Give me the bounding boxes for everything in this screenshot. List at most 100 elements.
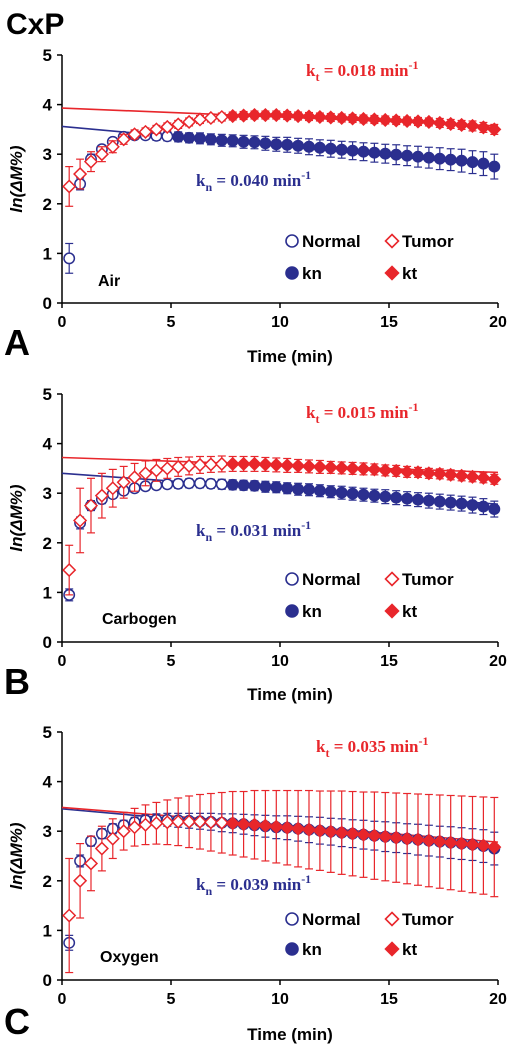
normal-point: [412, 150, 424, 163]
normal-point: [488, 160, 501, 173]
tumor-point: [171, 814, 186, 829]
normal-point: [466, 499, 479, 512]
tumor-point: [236, 817, 251, 832]
tumor-point: [301, 459, 317, 474]
figure-title: CxP: [6, 8, 64, 41]
normal-point: [248, 479, 261, 492]
legend-marker: [285, 266, 299, 280]
tumor-point: [247, 817, 262, 832]
legend-marker: [285, 604, 299, 618]
legend-label: Normal: [302, 232, 361, 251]
tumor-point: [83, 154, 99, 169]
normal-point: [204, 133, 217, 146]
normal-point: [346, 144, 359, 157]
tumor-point: [312, 109, 327, 125]
y-tick-label: 4: [43, 773, 53, 792]
tumor-point: [334, 825, 349, 840]
kt-rate-label: kt = 0.018 min-1: [306, 58, 419, 84]
normal-point: [194, 132, 206, 145]
normal-point: [357, 488, 370, 501]
tumor-point: [203, 457, 218, 472]
tumor-point: [247, 456, 262, 471]
legend-label: kt: [402, 264, 417, 283]
tumor-point: [225, 456, 240, 471]
normal-point: [281, 138, 294, 151]
tumor-point: [127, 127, 142, 142]
tumor-point: [236, 108, 251, 123]
tumor-point: [116, 475, 131, 490]
tumor-point: [203, 815, 218, 830]
tumor-point: [192, 814, 208, 829]
tumor-point: [487, 122, 502, 137]
normal-point: [313, 484, 326, 497]
x-tick-label: 15: [380, 991, 398, 1008]
normal-point: [172, 477, 185, 490]
y-axis-label: ln(ΔM%): [7, 484, 26, 551]
normal-point: [194, 477, 206, 490]
chart-panel-c: 0 1 2 3 4 5 0 5 10 15 20 Time (min) ln(ΔM%) Ckt = 0.0…: [4, 723, 507, 1044]
normal-point: [412, 493, 424, 506]
normal-point: [357, 145, 370, 158]
kt-rate-label: kt = 0.035 min-1: [316, 734, 429, 760]
tumor-point: [400, 113, 415, 129]
x-axis-label: Time (min): [247, 685, 333, 704]
x-tick-label: 20: [489, 991, 507, 1008]
normal-point: [433, 495, 446, 508]
y-tick-label: 0: [43, 633, 52, 652]
tumor-point: [214, 456, 229, 471]
tumor-point: [105, 481, 120, 496]
normal-point: [313, 141, 326, 154]
x-tick-label: 5: [167, 314, 176, 331]
panel-letter: C: [4, 1001, 30, 1042]
tumor-point: [400, 831, 415, 846]
tumor-point: [410, 465, 426, 480]
tumor-point: [367, 828, 382, 843]
normal-point: [183, 477, 196, 490]
tumor-point: [389, 463, 404, 478]
normal-point: [270, 138, 283, 151]
tumor-point: [400, 464, 415, 479]
x-tick-label: 5: [167, 991, 176, 1008]
tumor-point: [171, 459, 186, 474]
tumor-point: [105, 139, 120, 154]
tumor-point: [149, 463, 164, 478]
legend-marker: [384, 941, 400, 957]
tumor-point: [291, 108, 306, 124]
y-axis-label: ln(ΔM%): [7, 145, 26, 212]
tumor-point: [410, 832, 426, 847]
tumor-point: [432, 466, 447, 481]
legend-marker: [285, 234, 299, 248]
normal-point: [379, 490, 392, 503]
tumor-point: [465, 118, 480, 133]
kt-rate-label: kt = 0.015 min-1: [306, 400, 419, 426]
tumor-point: [454, 117, 469, 132]
y-tick-label: 2: [43, 195, 52, 214]
tumor-point: [345, 826, 360, 841]
normal-point: [161, 478, 174, 491]
normal-point: [281, 482, 294, 495]
normal-point: [444, 153, 457, 166]
y-tick-label: 3: [43, 484, 52, 503]
y-tick-label: 5: [43, 723, 52, 742]
normal-point: [292, 139, 305, 152]
y-tick-label: 0: [43, 294, 52, 313]
tumor-point: [182, 458, 197, 473]
x-tick-label: 0: [58, 991, 67, 1008]
tumor-point: [280, 458, 295, 473]
tumor-point: [443, 116, 458, 132]
tumor-point: [192, 457, 208, 472]
condition-label: Oxygen: [100, 949, 159, 966]
normal-point: [455, 154, 468, 167]
tumor-point: [291, 458, 306, 473]
tumor-point: [192, 112, 208, 127]
normal-point: [379, 147, 392, 160]
chart-panel-a: 0 1 2 3 4 5 0 5 10 15 20 Time (min) ln(ΔM%) Akt = 0.0…: [4, 46, 507, 366]
normal-point: [335, 486, 348, 499]
panel-letter: A: [4, 322, 30, 363]
x-tick-label: 15: [380, 653, 398, 670]
normal-point: [204, 477, 217, 490]
tumor-point: [127, 820, 142, 835]
tumor-point: [334, 110, 349, 126]
tumor-point: [160, 119, 175, 134]
y-tick-label: 5: [43, 385, 52, 404]
